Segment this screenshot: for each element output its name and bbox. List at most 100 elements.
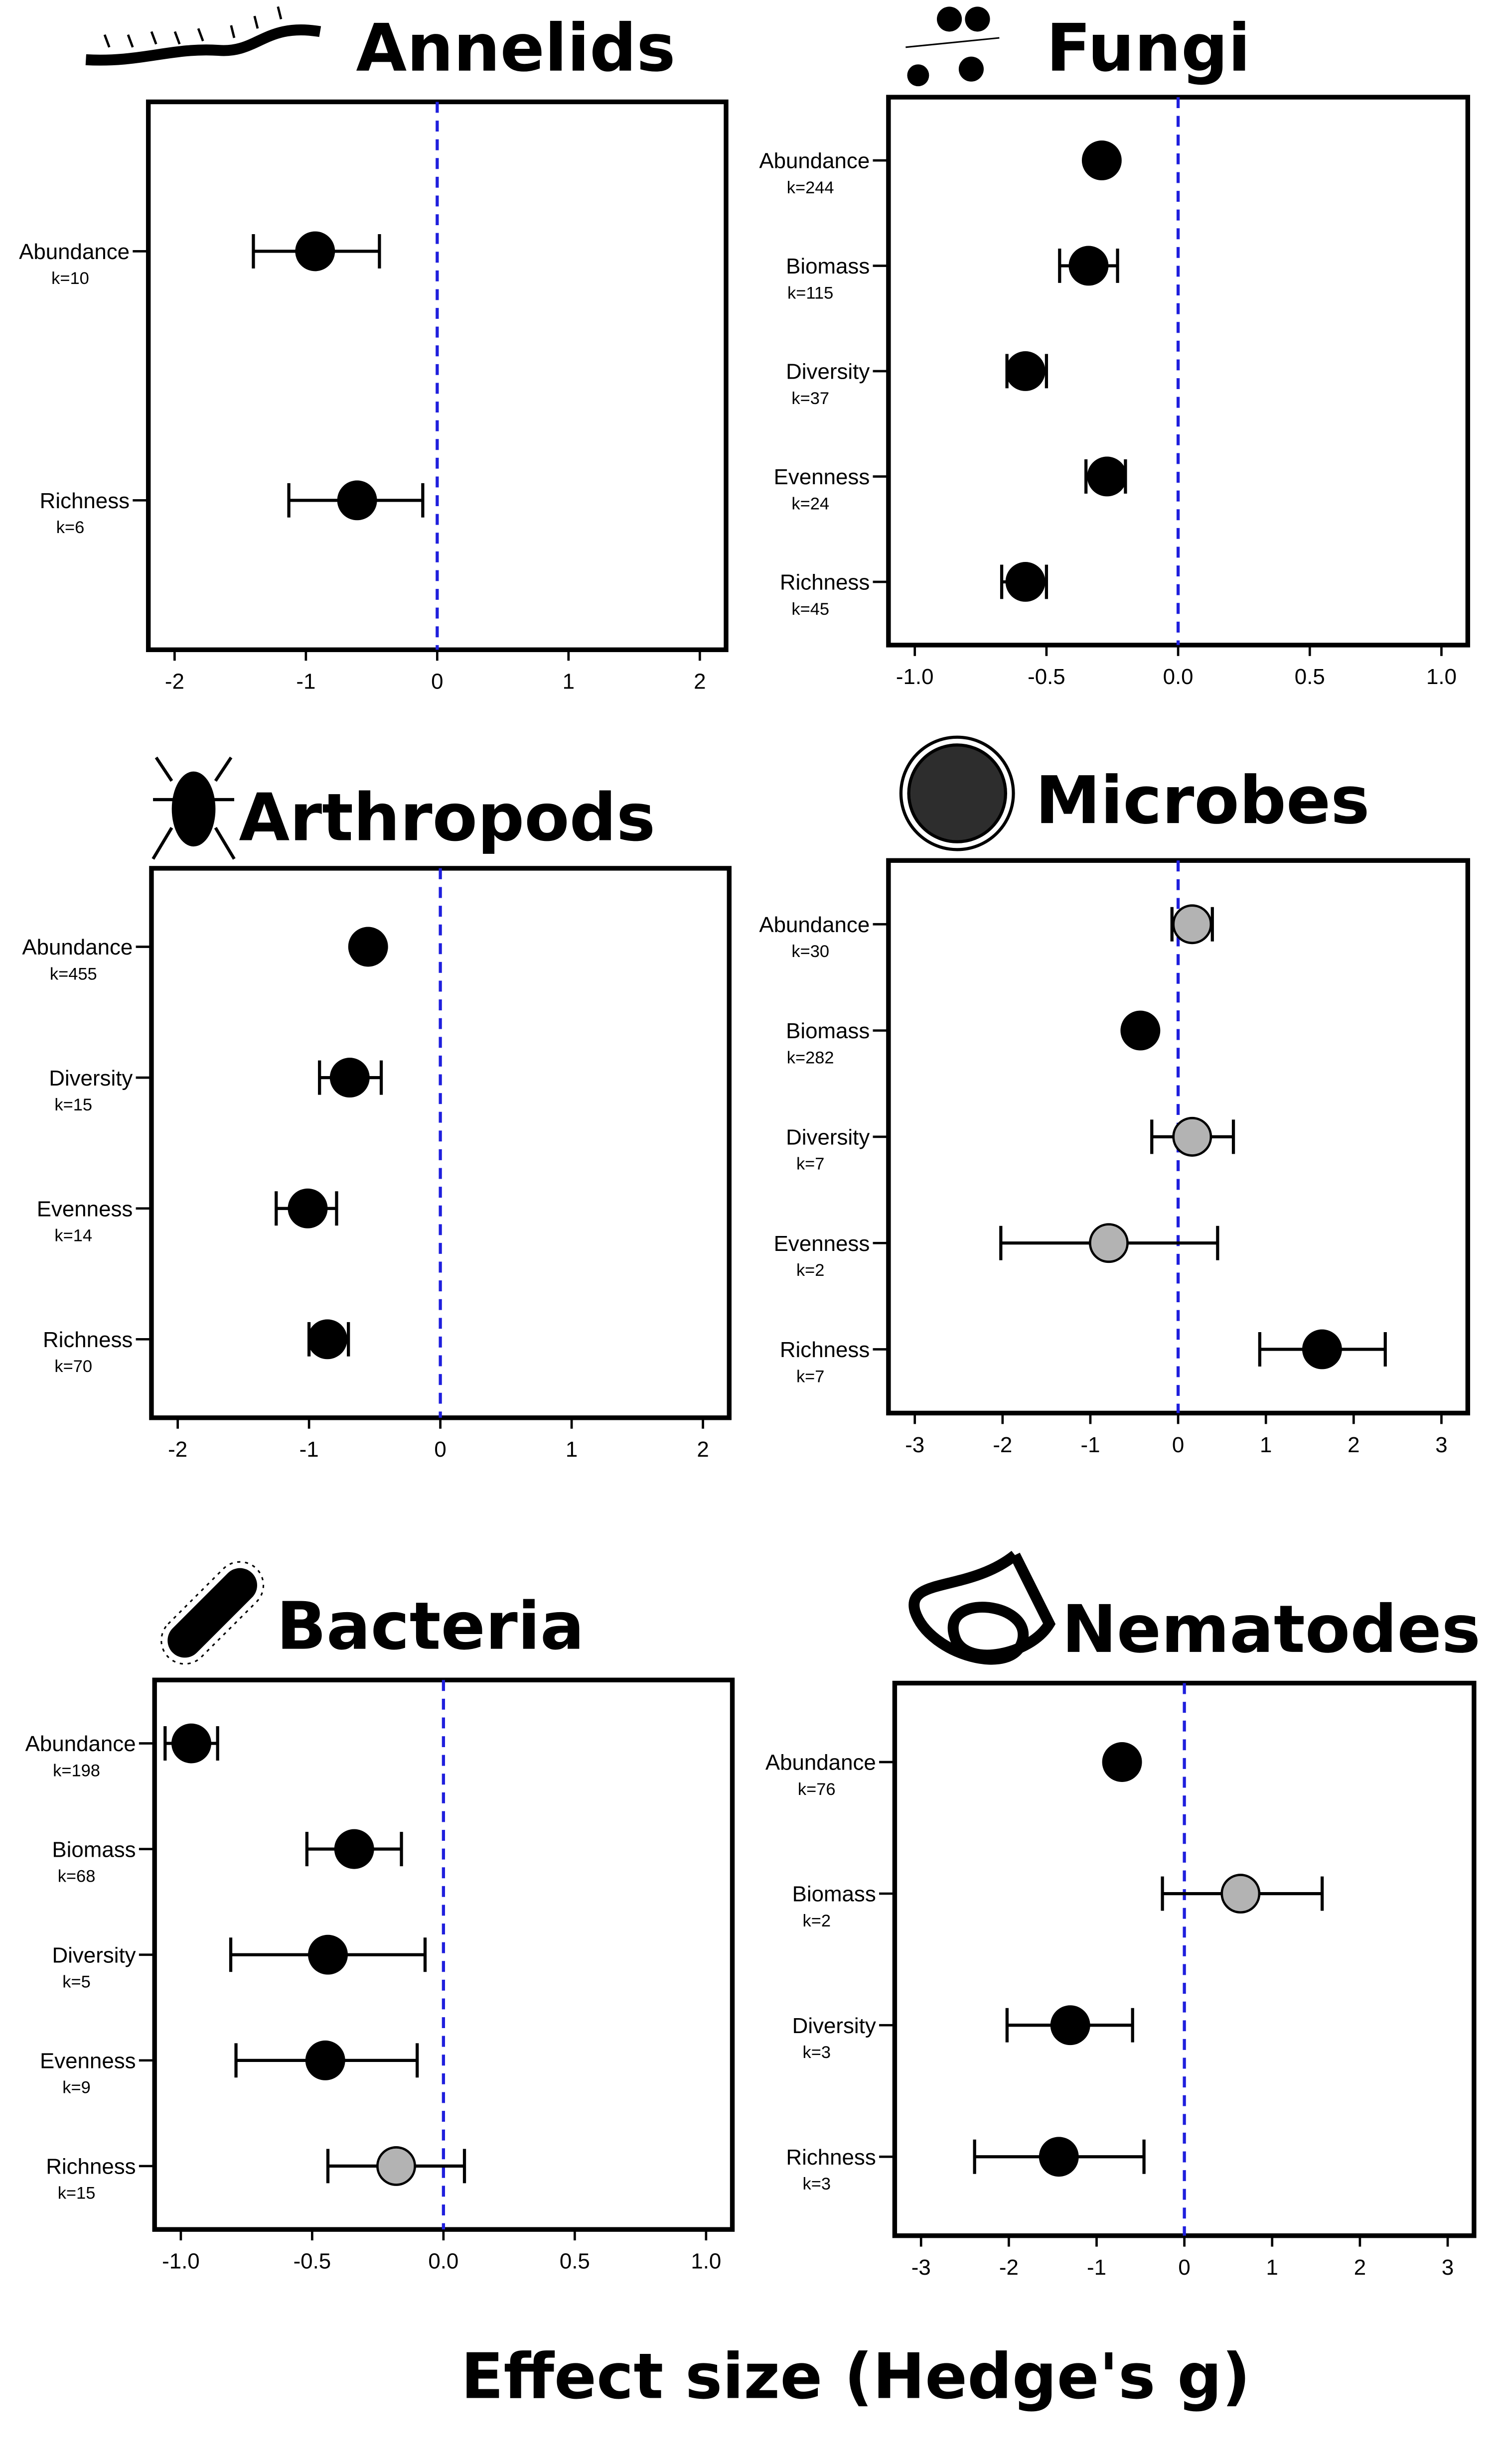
x-tick-label: 2 [694,670,706,694]
point [1220,1874,1261,1914]
k-label: k=10 [51,269,89,288]
category-label: Biomass [792,1882,876,1907]
category-label: Abundance [759,149,870,173]
x-tick-label: -1 [1080,1433,1100,1457]
x-tick-label: 1 [1266,2255,1278,2280]
chart-title: Bacteria [277,1589,585,1665]
category-label: Diversity [786,1125,870,1150]
point [171,1723,211,1764]
x-tick-label: 0 [1178,2255,1190,2280]
point [1089,1223,1129,1263]
k-label: k=2 [802,1912,831,1930]
point [1087,456,1127,497]
x-tick-label: -2 [993,1433,1012,1457]
x-tick-label: 0.0 [428,2249,458,2274]
category-label: Richness [780,570,870,595]
x-tick-label: 0.5 [560,2249,590,2274]
k-label: k=3 [802,2043,831,2062]
x-tick-label: 0 [434,1437,446,1462]
k-label: k=9 [62,2078,91,2097]
x-tick-label: -0.5 [294,2249,331,2274]
k-label: k=244 [787,178,834,197]
k-label: k=282 [787,1048,834,1067]
chart-title: Arthropods [239,780,655,856]
category-label: Evenness [37,1197,133,1221]
point [1050,2005,1090,2046]
category-label: Diversity [52,1943,136,1967]
point [288,1188,328,1229]
k-label: k=198 [53,1761,100,1780]
category-label: Richness [43,1328,133,1352]
x-tick-label: 1.0 [1426,665,1457,689]
k-label: k=5 [62,1973,91,1992]
point [1172,904,1212,945]
point [1068,246,1109,286]
bacteria-icon [160,1561,265,1665]
x-tick-label: 0 [1172,1433,1184,1457]
k-label: k=15 [58,2184,96,2203]
chart-title: Annelids [356,10,675,87]
k-label: k=30 [791,942,829,961]
fungi-icon [905,6,1000,87]
point [1102,1742,1142,1782]
category-label: Diversity [786,360,870,384]
x-tick-label: 1.0 [691,2249,721,2274]
nematode-icon [908,1550,1056,1665]
category-label: Evenness [774,1232,870,1256]
point [308,1934,348,1975]
x-tick-label: -2 [168,1437,187,1462]
x-tick-label: -1 [296,670,315,694]
point [334,1829,374,1869]
category-label: Richness [780,1338,870,1362]
k-label: k=14 [54,1227,92,1245]
k-label: k=115 [787,283,833,302]
point [1302,1329,1342,1369]
x-tick-label: 2 [697,1437,709,1462]
category-label: Abundance [22,935,133,959]
category-label: Biomass [786,1019,870,1043]
category-label: Richness [786,2145,876,2170]
point [1172,1116,1212,1157]
x-tick-label: -1 [1087,2255,1106,2280]
category-label: Richness [46,2155,136,2179]
point [305,2040,345,2080]
k-label: k=68 [58,1867,96,1886]
x-tick-label: -3 [911,2255,931,2280]
point [329,1058,370,1098]
category-label: Richness [40,489,130,513]
x-tick-label: -2 [165,670,184,694]
category-label: Biomass [52,1837,136,1862]
microbe-icon [899,735,1015,851]
point [307,1319,347,1360]
point [376,2146,416,2186]
x-tick-label: -3 [905,1433,924,1457]
point [1005,562,1046,602]
point [1120,1010,1161,1051]
x-tick-label: 1 [1260,1433,1272,1457]
x-axis-label: Effect size (Hedge's g) [461,2340,1250,2413]
chart-title: Microbes [1035,763,1369,839]
chart-title: Nematodes [1062,1592,1481,1668]
k-label: k=70 [54,1357,92,1376]
x-tick-label: -1.0 [162,2249,200,2274]
k-label: k=15 [54,1095,92,1114]
x-tick-label: 3 [1442,2255,1454,2280]
category-label: Abundance [25,1732,136,1756]
arthropod-icon [151,756,236,860]
x-tick-label: -0.5 [1028,665,1065,689]
k-label: k=455 [50,964,97,983]
k-label: k=7 [796,1155,825,1174]
point [337,480,377,521]
k-label: k=76 [798,1780,836,1799]
category-label: Abundance [759,913,870,937]
x-tick-label: 3 [1435,1433,1447,1457]
k-label: k=37 [791,389,829,408]
x-tick-label: -1 [300,1437,319,1462]
point [348,927,388,967]
k-label: k=2 [796,1261,825,1280]
x-tick-label: 0.0 [1163,665,1194,689]
category-label: Diversity [49,1066,133,1091]
annelid-icon [85,6,321,66]
category-label: Evenness [774,465,870,489]
